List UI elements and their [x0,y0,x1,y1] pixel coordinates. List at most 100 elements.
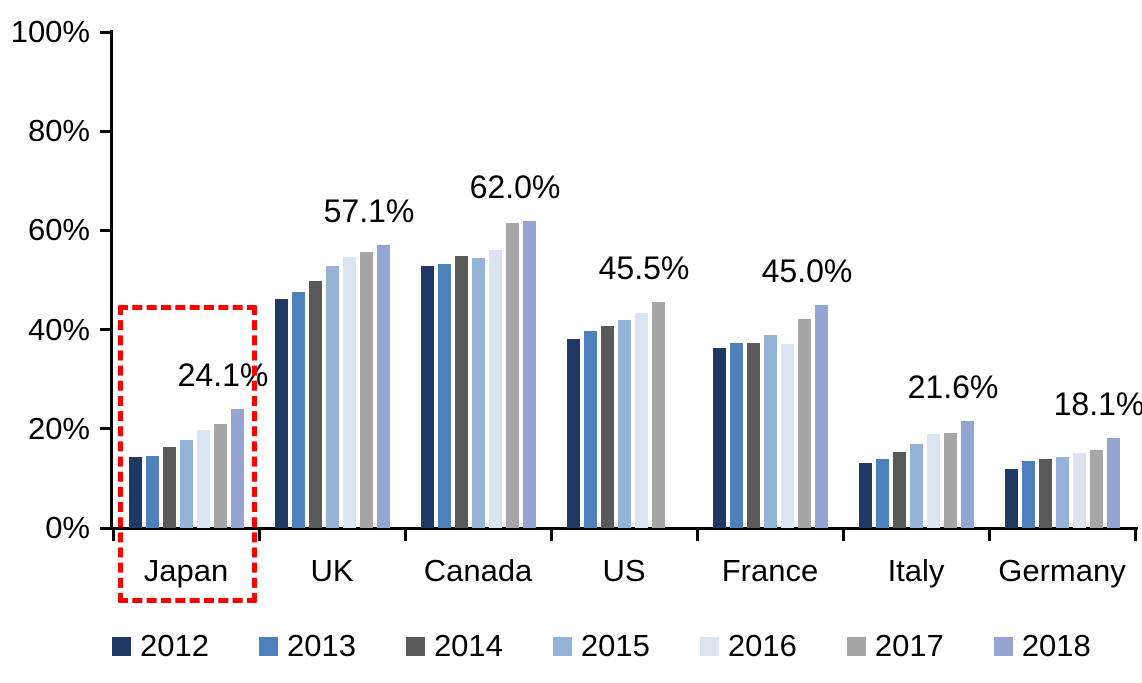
bar-canada-2018 [522,220,536,528]
bar-us-2016 [634,312,648,528]
y-tick-80- [100,129,113,133]
y-tick-60- [100,228,113,232]
bar-us-2013 [583,330,597,528]
legend-label-2018: 2018 [1021,628,1091,663]
legend-label-2013: 2013 [286,628,356,663]
category-label-canada: Canada [423,553,533,588]
bar-germany-2012 [1004,468,1018,528]
y-tick-label-20-: 20% [27,410,90,446]
category-label-italy: Italy [887,553,945,588]
data-label-us: 45.5% [598,250,690,287]
bar-us-2015 [617,320,631,528]
bar-germany-2017 [1089,450,1103,528]
x-tick-4 [695,528,699,541]
data-label-france: 45.0% [761,252,853,289]
bar-italy-2016 [926,433,940,528]
bar-uk-2016 [342,257,356,528]
bar-canada-2014 [454,256,468,528]
bar-italy-2017 [943,432,957,528]
legend-item-2018: 2018 [993,628,1091,663]
bar-germany-2016 [1072,452,1086,528]
bar-uk-2017 [359,251,373,528]
bar-uk-2015 [325,265,339,528]
bar-canada-2015 [471,258,485,528]
bar-germany-2015 [1055,456,1069,528]
bar-canada-2017 [505,223,519,528]
legend-swatch-2015 [552,636,572,656]
bar-italy-2018 [960,420,974,528]
x-tick-2 [403,528,407,541]
legend: 2012 2013 2014 2015 2016 2017 2018 [112,629,1091,663]
bar-us-2014 [600,325,614,528]
bar-france-2015 [763,335,777,528]
bar-canada-2012 [420,265,434,528]
category-label-germany: Germany [998,553,1126,588]
bar-france-2014 [746,343,760,528]
bar-italy-2014 [892,452,906,528]
legend-swatch-2018 [993,636,1013,656]
bar-us-2012 [566,339,580,528]
bar-japan-2016 [196,430,210,528]
bar-us-2017 [651,302,665,528]
bar-france-2012 [712,348,726,528]
bar-japan-2018 [230,408,244,528]
legend-item-2012: 2012 [112,629,209,663]
category-label-france: France [721,553,819,588]
data-label-uk: 57.1% [323,192,415,229]
bar-italy-2015 [909,444,923,528]
x-tick-5 [841,528,845,541]
legend-label-2014: 2014 [433,628,503,663]
y-axis-line [110,30,113,530]
japan-highlight-box [118,305,257,603]
bar-uk-2014 [308,281,322,528]
bar-japan-2015 [179,440,193,528]
bar-germany-2014 [1038,458,1052,528]
x-tick-3 [549,528,553,541]
y-tick-20- [100,427,113,431]
legend-item-2013: 2013 [258,628,356,663]
bar-france-2017 [797,318,811,528]
y-tick-100- [100,30,113,34]
legend-item-2016: 2016 [699,629,797,663]
bar-canada-2013 [437,263,451,528]
bar-france-2013 [729,343,743,528]
category-label-japan: Japan [143,553,229,588]
x-tick-0 [111,528,115,541]
y-tick-label-40-: 40% [27,311,90,347]
x-axis-line [110,527,1138,530]
bar-france-2016 [780,344,794,528]
y-tick-label-100-: 100% [10,14,90,49]
legend-item-2014: 2014 [405,628,503,663]
x-tick-1 [257,528,261,541]
y-tick-label-60-: 60% [27,212,90,248]
bar-france-2018 [814,304,828,528]
y-tick-40- [100,328,113,332]
bar-italy-2013 [875,459,889,528]
bar-italy-2012 [858,463,872,528]
y-tick-0- [100,526,113,530]
bar-japan-2017 [213,424,227,528]
category-label-uk: UK [310,553,354,588]
bar-japan-2013 [145,455,159,528]
legend-item-2015: 2015 [552,628,650,663]
legend-swatch-2012 [112,636,131,656]
bar-germany-2013 [1021,460,1035,528]
bar-canada-2016 [488,249,502,528]
bar-uk-2012 [274,298,288,528]
data-label-italy: 21.6% [907,368,999,405]
legend-swatch-2014 [405,636,425,656]
y-tick-label-0-: 0% [45,510,90,545]
legend-label-2012: 2012 [140,628,209,663]
y-tick-label-80-: 80% [27,113,90,149]
legend-swatch-2016 [699,636,719,656]
legend-swatch-2013 [258,636,278,656]
bar-uk-2018 [376,244,390,528]
legend-item-2017: 2017 [846,628,944,663]
data-label-canada: 62.0% [469,168,561,205]
bar-germany-2018 [1106,438,1120,528]
legend-swatch-2017 [846,636,866,656]
legend-label-2015: 2015 [580,628,650,663]
legend-label-2017: 2017 [874,628,944,663]
bar-japan-2012 [128,456,142,528]
